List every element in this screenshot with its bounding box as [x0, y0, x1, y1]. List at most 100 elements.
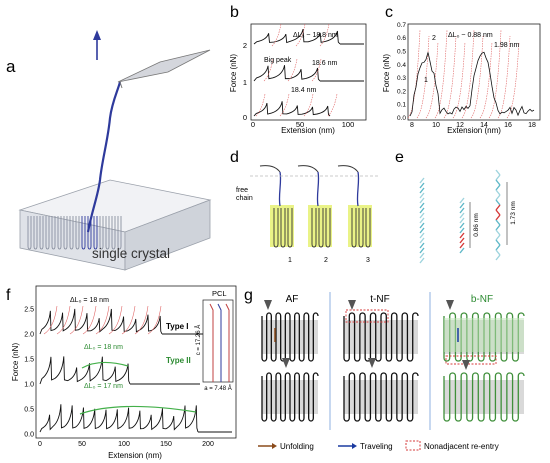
bnf-top-chain [443, 312, 525, 362]
e-chain-2-seg [495, 254, 501, 261]
c-fit-3 [434, 29, 448, 119]
e-chain-0-seg [419, 222, 425, 229]
c-fit-11 [506, 41, 520, 119]
panel-g: g AF t-NF b-NF Unfolding Traveling Nonad… [244, 287, 525, 451]
bnf-reentry-box [445, 355, 497, 365]
fold-line-0 [27, 216, 32, 250]
f-fit-6 [121, 305, 136, 335]
b-trace-mid [253, 65, 321, 82]
free-chain-line-1: free [236, 187, 248, 194]
fold-line-14 [111, 216, 116, 250]
c-ytick-3: 0.3 [397, 75, 406, 82]
g-tip-3 [282, 358, 290, 368]
fold-line-1 [33, 216, 38, 250]
e-chain-2-seg [495, 214, 501, 221]
e-chain-1-seg [459, 207, 465, 214]
e-chain-2-seg [495, 244, 501, 251]
pcl-chain-1 [217, 303, 222, 382]
e-chain-1-seg [459, 227, 465, 234]
e-chain-0-seg [419, 227, 425, 234]
e-chain-2-seg [495, 179, 501, 186]
e-chain-1-seg [459, 247, 465, 254]
panel-b-ytick-2: 2 [243, 41, 247, 50]
stage-2-cantilever [297, 165, 319, 173]
panel-f-annot-2: ΔL₀ = 18 nm [84, 344, 123, 351]
stage-3-fold-1 [358, 208, 364, 248]
fold-line-9 [81, 216, 86, 250]
panel-e: e 0.86 nm 1.73 nm [395, 149, 517, 264]
crystal-side [124, 199, 211, 271]
f-ytick-0: 0.0 [24, 432, 34, 439]
f-trace-type1 [39, 308, 163, 335]
fold-line-3 [45, 216, 50, 250]
stage-3-fold-0 [351, 208, 357, 248]
f-xtick-4: 200 [202, 441, 214, 448]
c-fit-0 [407, 29, 421, 119]
f-xtick-0: 0 [38, 441, 42, 448]
panel-f-annot-1: ΔL₀ = 18 nm [70, 297, 109, 304]
fold-line-10 [87, 216, 92, 250]
e-chain-2-seg [495, 209, 501, 216]
e-chain-0-seg [419, 182, 425, 189]
pcl-inset-chains [209, 303, 230, 382]
panel-b-ytick-1: 1 [243, 78, 247, 87]
pcl-chain-0 [209, 303, 214, 382]
g-col-bnf: b-NF [471, 294, 493, 305]
panel-b-letter: b [230, 4, 239, 21]
stage-1-fold-2 [287, 208, 293, 248]
c-xtick-0: 8 [410, 122, 414, 129]
e-chain-1-seg [459, 212, 465, 219]
b-fit-3 [279, 93, 290, 117]
e-chain-0-seg [419, 237, 425, 244]
b-fit-8 [319, 23, 330, 47]
stage-3-chain [356, 171, 360, 207]
fold-line-6 [63, 216, 68, 250]
fold-line-5 [57, 216, 62, 250]
legend-unfolding-head [272, 443, 277, 449]
panel-f-frame [35, 285, 237, 439]
fold-line-13 [105, 216, 110, 250]
free-chain-label: free chain [236, 187, 253, 202]
c-fit-1 [416, 35, 430, 119]
g-tip-0 [264, 300, 272, 310]
f-fit-8 [147, 305, 162, 335]
stage-label-2: 2 [324, 257, 328, 264]
stage-2-fold-0 [311, 208, 317, 248]
panel-f-xlabel: Extension (nm) [108, 451, 162, 460]
g-tip-5 [462, 360, 470, 370]
stage-2-fold-1 [318, 208, 324, 248]
tnf-bot-chain [343, 372, 419, 422]
b-fit-5 [295, 23, 306, 47]
f-fit-5 [108, 305, 123, 335]
bnf-glow [444, 318, 524, 352]
fold-line-7 [69, 216, 74, 250]
panel-c-annot-1: ΔL₀ ~ 0.88 nm [448, 32, 493, 39]
e-chain-0-seg [419, 197, 425, 204]
stage-1-fold-1 [280, 208, 286, 248]
fold-line-12 [99, 216, 104, 250]
panel-b-xtick-0: 0 [251, 120, 255, 129]
b-trace-top [253, 28, 341, 45]
tnf-top-chain [343, 312, 419, 362]
c-trace [409, 51, 535, 117]
type-1-label: Type I [166, 322, 189, 331]
panel-c-frame [407, 23, 541, 121]
g-tip-1 [348, 300, 356, 310]
panel-f-xticks: 0 50 100 150 200 [38, 441, 214, 448]
f-fit-4 [95, 305, 110, 335]
panel-d-letter: d [230, 149, 239, 166]
panel-e-letter: e [395, 149, 404, 166]
panel-b-ylabel: Force (nN) [229, 54, 238, 93]
e-chain-1-seg [459, 237, 465, 244]
dim-label-2: 1.73 nm [510, 201, 517, 225]
c-xtick-2: 12 [456, 122, 464, 129]
single-crystal-label: single crystal [92, 246, 170, 261]
panel-b-xtick-1: 50 [296, 120, 304, 129]
stage-2-fold-2 [325, 208, 331, 248]
panel-a: a single crystal [6, 30, 212, 271]
panel-b-annot-2: Big peak [264, 57, 292, 64]
f-ytick-4: 2.0 [24, 332, 34, 339]
e-chain-2-seg [495, 249, 501, 256]
panel-f-yticks: 0.0 0.5 1.0 1.5 2.0 2.5 [24, 307, 34, 439]
